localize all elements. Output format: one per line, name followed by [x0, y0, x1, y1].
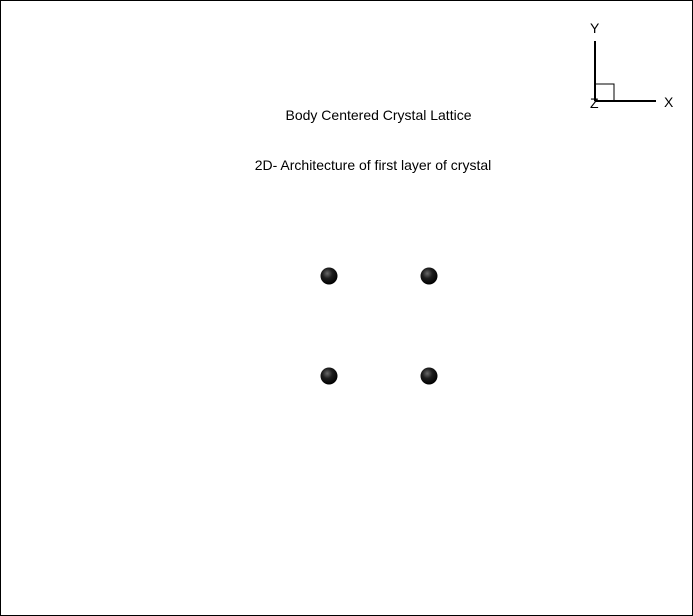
axis-triad: Y X Z: [590, 20, 674, 111]
atom-top-left: [320, 267, 338, 285]
right-angle-marker: [594, 83, 615, 102]
diagram-subtitle: 2D- Architecture of first layer of cryst…: [254, 157, 492, 173]
x-axis-label: X: [664, 94, 674, 110]
atom-bottom-right: [420, 367, 438, 385]
z-axis-label: Z: [590, 95, 599, 111]
diagram-title: Body Centered Crystal Lattice: [285, 107, 472, 123]
atom-top-right: [420, 267, 438, 285]
atom-bottom-left: [320, 367, 338, 385]
y-axis-label: Y: [590, 20, 600, 36]
lattice-layer: [320, 267, 438, 385]
